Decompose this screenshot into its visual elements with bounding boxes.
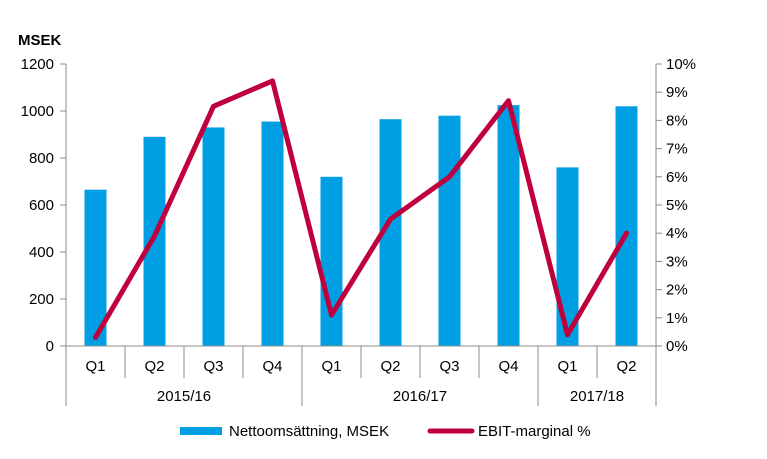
legend-label-net-sales: Nettoomsättning, MSEK [229,423,389,440]
bar [497,105,520,346]
legend-label-ebit-margin: EBIT-marginal % [478,423,591,440]
bar [556,167,579,346]
category-label: Q1 [85,358,105,375]
right-tick-label: 3% [666,253,688,270]
left-tick-label: 200 [29,291,54,308]
right-tick-label: 0% [666,338,688,355]
right-tick-label: 5% [666,197,688,214]
group-label: 2017/18 [570,388,624,405]
group-label: 2015/16 [157,388,211,405]
right-tick-label: 10% [666,56,696,73]
category-label: Q3 [439,358,459,375]
category-label: Q1 [557,358,577,375]
bar [379,119,402,346]
right-tick-label: 4% [666,225,688,242]
left-tick-label: 600 [29,197,54,214]
category-label: Q2 [616,358,636,375]
line-layer [93,78,629,340]
right-tick-label: 7% [666,141,688,158]
legend-swatch-bar [180,427,222,435]
x-axis-layer: Q1 Q2 Q3 Q4 Q1 Q2 Q3 Q4 Q1 Q2 2015/16 2016/17 2017/1… [65,345,657,406]
left-axis-unit-label: MSEK [18,32,62,49]
left-tick-label: 1200 [21,56,54,73]
bar [202,127,225,346]
category-label: Q4 [262,358,282,375]
bar [84,189,107,346]
left-tick-label: 0 [46,338,54,355]
bar [615,106,638,346]
right-tick-label: 8% [666,112,688,129]
left-tick-label: 1000 [21,103,54,120]
category-label: Q2 [144,358,164,375]
bar [143,136,166,346]
right-tick-label: 2% [666,282,688,299]
left-tick-label: 800 [29,150,54,167]
category-label: Q1 [321,358,341,375]
group-label: 2016/17 [393,388,447,405]
ebit-margin-line [93,78,629,340]
right-tick-label: 9% [666,84,688,101]
category-label: Q3 [203,358,223,375]
right-tick-label: 1% [666,310,688,327]
category-label: Q2 [380,358,400,375]
bars-layer [84,105,638,346]
bar [261,121,284,346]
bar [438,115,461,346]
legend: Nettoomsättning, MSEK EBIT-marginal % [180,423,591,440]
category-label: Q4 [498,358,518,375]
axes-layer: 0 200 400 600 800 1000 1200 0% 1% 2% 3% 4% 5% 6% 7% 8% 9… [21,56,696,355]
left-tick-label: 400 [29,244,54,261]
bar [320,176,343,346]
right-tick-label: 6% [666,169,688,186]
